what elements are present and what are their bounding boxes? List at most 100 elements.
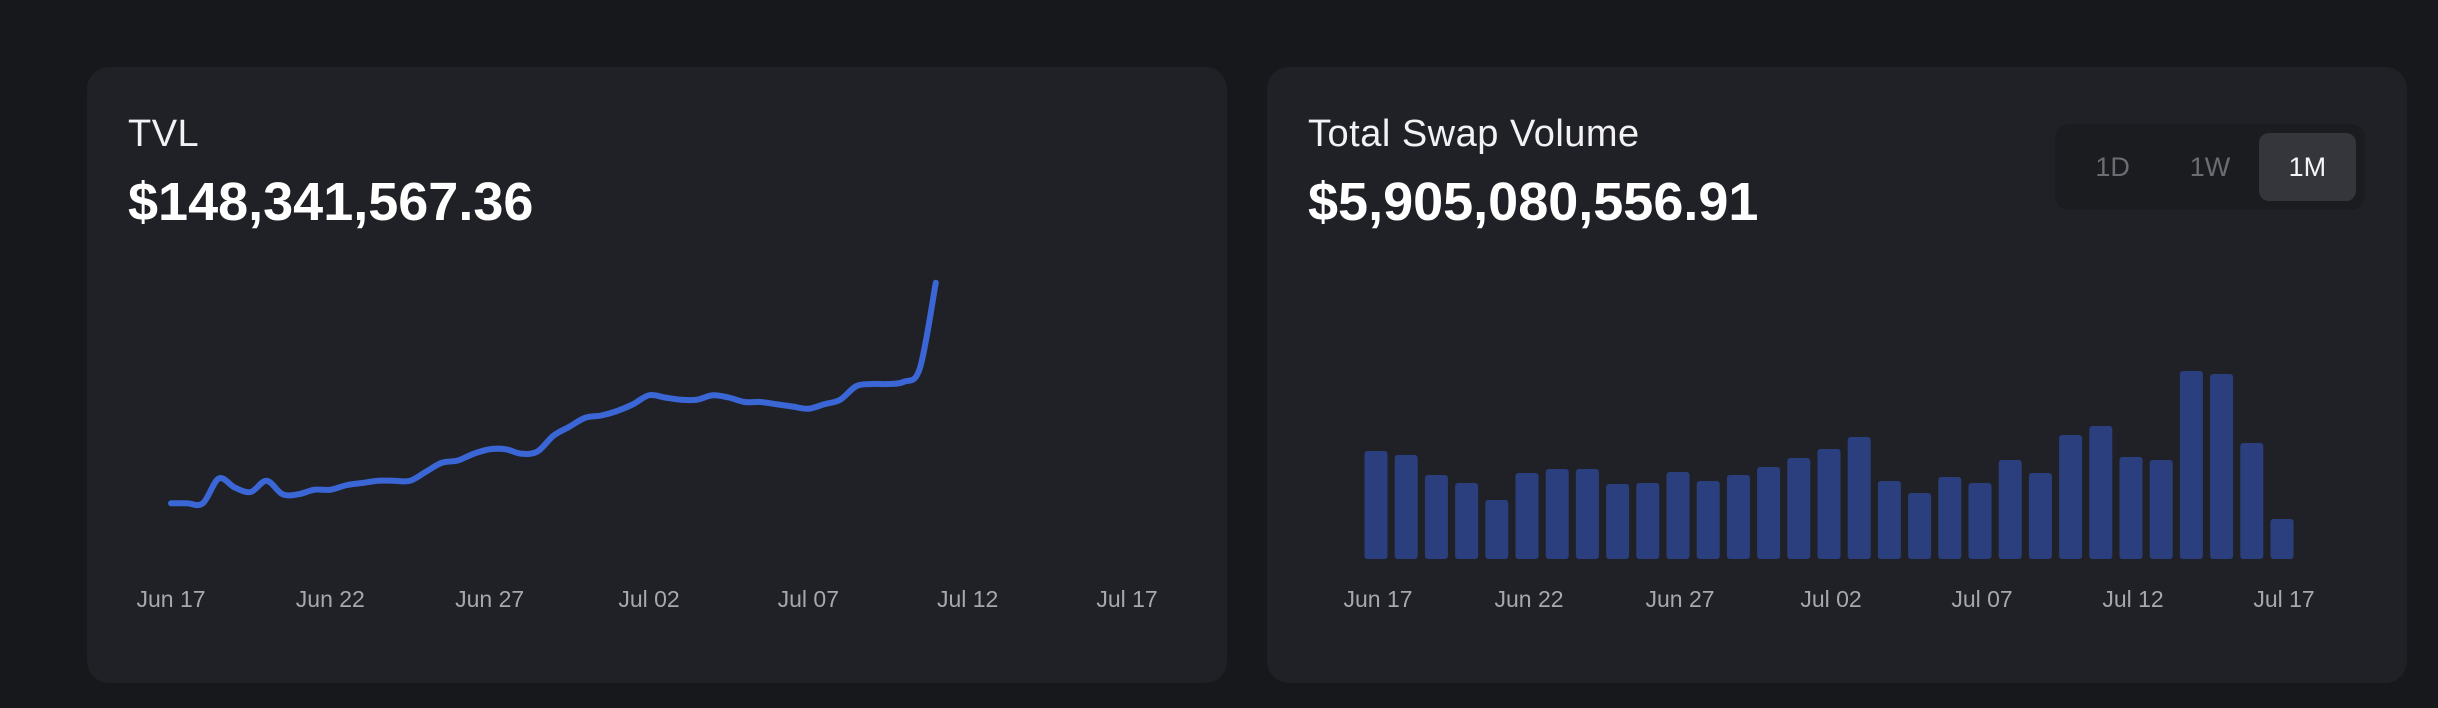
tvl-point-35	[727, 396, 731, 400]
volume-bar-jun-26[interactable]	[1636, 483, 1660, 559]
tvl-point-44	[870, 382, 874, 386]
volume-bar-jul-16[interactable]	[2240, 443, 2264, 559]
tvl-point-20	[488, 447, 492, 451]
tvl-point-40	[806, 407, 810, 411]
tvl-point-48	[934, 281, 938, 285]
volume-bar-jul-08[interactable]	[1998, 460, 2022, 559]
volume-x-tick-jun-22: Jun 22	[1494, 586, 1563, 612]
tvl-point-41	[822, 402, 826, 406]
tvl-point-38	[774, 402, 778, 406]
tvl-point-9	[312, 488, 316, 492]
tvl-point-29	[631, 402, 635, 406]
tvl-x-tick-jul-07: Jul 07	[778, 586, 839, 612]
volume-bar-jun-17[interactable]	[1364, 451, 1388, 559]
tvl-point-17	[440, 461, 444, 465]
tvl-point-14	[392, 479, 396, 483]
volume-bar-jul-06[interactable]	[1938, 477, 1962, 559]
volume-bar-jul-10[interactable]	[2059, 435, 2083, 559]
tvl-point-33	[695, 398, 699, 402]
volume-x-tick-jul-07: Jul 07	[1951, 586, 2012, 612]
tvl-point-24	[551, 434, 555, 438]
tvl-series-line	[168, 279, 939, 509]
tvl-value: $148,341,567.36	[128, 172, 534, 232]
range-1m-button[interactable]: 1M	[2258, 133, 2356, 201]
tvl-point-45	[886, 382, 890, 386]
volume-bar-jul-17[interactable]	[2270, 519, 2294, 559]
volume-bar-jul-04[interactable]	[1877, 481, 1901, 559]
tvl-point-7	[281, 492, 285, 496]
volume-bar-jul-12[interactable]	[2119, 457, 2143, 559]
tvl-point-39	[790, 405, 794, 409]
volume-bar-jun-21[interactable]	[1485, 500, 1509, 559]
tvl-point-18	[456, 459, 460, 463]
volume-bar-jul-13[interactable]	[2149, 460, 2173, 559]
volume-x-tick-jun-27: Jun 27	[1645, 586, 1714, 612]
tvl-point-12	[360, 481, 364, 485]
volume-bar-jun-27[interactable]	[1666, 472, 1690, 559]
tvl-point-5	[249, 490, 253, 494]
tvl-point-34	[711, 393, 715, 397]
tvl-x-tick-jul-02: Jul 02	[618, 586, 679, 612]
time-range-selector: 1D 1W 1M	[2055, 124, 2365, 210]
tvl-point-10	[328, 488, 332, 492]
tvl-point-6	[265, 479, 269, 483]
volume-bar-jun-25[interactable]	[1606, 484, 1630, 559]
tvl-point-16	[424, 470, 428, 474]
volume-bar-jun-30[interactable]	[1757, 467, 1781, 559]
volume-bar-jun-23[interactable]	[1545, 469, 1569, 559]
volume-bar-jul-14[interactable]	[2179, 371, 2203, 559]
volume-bar-jul-11[interactable]	[2089, 426, 2113, 559]
volume-bar-jul-07[interactable]	[1968, 483, 1992, 559]
volume-bar-jun-24[interactable]	[1575, 469, 1599, 559]
tvl-point-19	[472, 452, 476, 456]
tvl-point-43	[854, 384, 858, 388]
tvl-point-25	[567, 425, 571, 429]
tvl-point-36	[743, 400, 747, 404]
volume-bar-jul-01[interactable]	[1787, 458, 1811, 559]
swap-volume-bar-chart[interactable]: Jun 17 Jun 22 Jun 27 Jul 02 Jul 07 Jul 12 Jul …	[1267, 67, 2407, 683]
tvl-point-23	[535, 450, 539, 454]
volume-bar-jul-02[interactable]	[1817, 449, 1841, 559]
swap-volume-value: $5,905,080,556.91	[1308, 172, 1759, 232]
swap-volume-label: Total Swap Volume	[1308, 113, 1640, 155]
tvl-point-26	[583, 416, 587, 420]
tvl-x-tick-jul-12: Jul 12	[937, 586, 998, 612]
tvl-label: TVL	[128, 113, 200, 155]
tvl-point-30	[647, 393, 651, 397]
tvl-point-0	[169, 501, 173, 505]
tvl-x-tick-jun-22: Jun 22	[296, 586, 365, 612]
volume-bar-jun-29[interactable]	[1726, 475, 1750, 559]
volume-bar-jul-05[interactable]	[1908, 493, 1932, 559]
tvl-point-11	[344, 483, 348, 487]
volume-bar-jul-15[interactable]	[2210, 374, 2234, 559]
tvl-x-tick-jun-27: Jun 27	[455, 586, 524, 612]
volume-bar-jun-19[interactable]	[1424, 475, 1448, 559]
volume-bar-jun-22[interactable]	[1515, 473, 1539, 559]
tvl-point-46	[902, 380, 906, 384]
range-1w-button[interactable]: 1W	[2189, 151, 2231, 182]
range-1d-button[interactable]: 1D	[2095, 151, 2130, 182]
tvl-point-21	[504, 447, 508, 451]
tvl-point-47	[918, 366, 922, 370]
volume-bar-jul-03[interactable]	[1847, 437, 1871, 559]
tvl-x-tick-jul-17: Jul 17	[1096, 586, 1157, 612]
tvl-point-22	[520, 452, 524, 456]
volume-bar-jun-28[interactable]	[1696, 481, 1720, 559]
tvl-point-27	[599, 414, 603, 418]
tvl-point-8	[296, 492, 300, 496]
tvl-point-13	[376, 479, 380, 483]
tvl-point-3	[217, 477, 221, 481]
volume-bar-jun-20[interactable]	[1455, 483, 1479, 559]
tvl-point-1	[185, 501, 189, 505]
volume-bar-jun-18[interactable]	[1394, 455, 1418, 559]
tvl-x-tick-jun-17: Jun 17	[136, 586, 205, 612]
tvl-line-chart[interactable]: Jun 17 Jun 22 Jun 27 Jul 02 Jul 07 Jul 12 Jul …	[87, 67, 1227, 683]
tvl-point-32	[679, 398, 683, 402]
tvl-point-31	[663, 396, 667, 400]
volume-bar-jul-09[interactable]	[2028, 473, 2052, 559]
tvl-point-4	[233, 486, 237, 490]
tvl-point-15	[408, 479, 412, 483]
tvl-point-42	[838, 398, 842, 402]
swap-volume-card: Total Swap Volume $5,905,080,556.91 1D 1…	[1267, 67, 2407, 683]
tvl-point-37	[759, 400, 763, 404]
